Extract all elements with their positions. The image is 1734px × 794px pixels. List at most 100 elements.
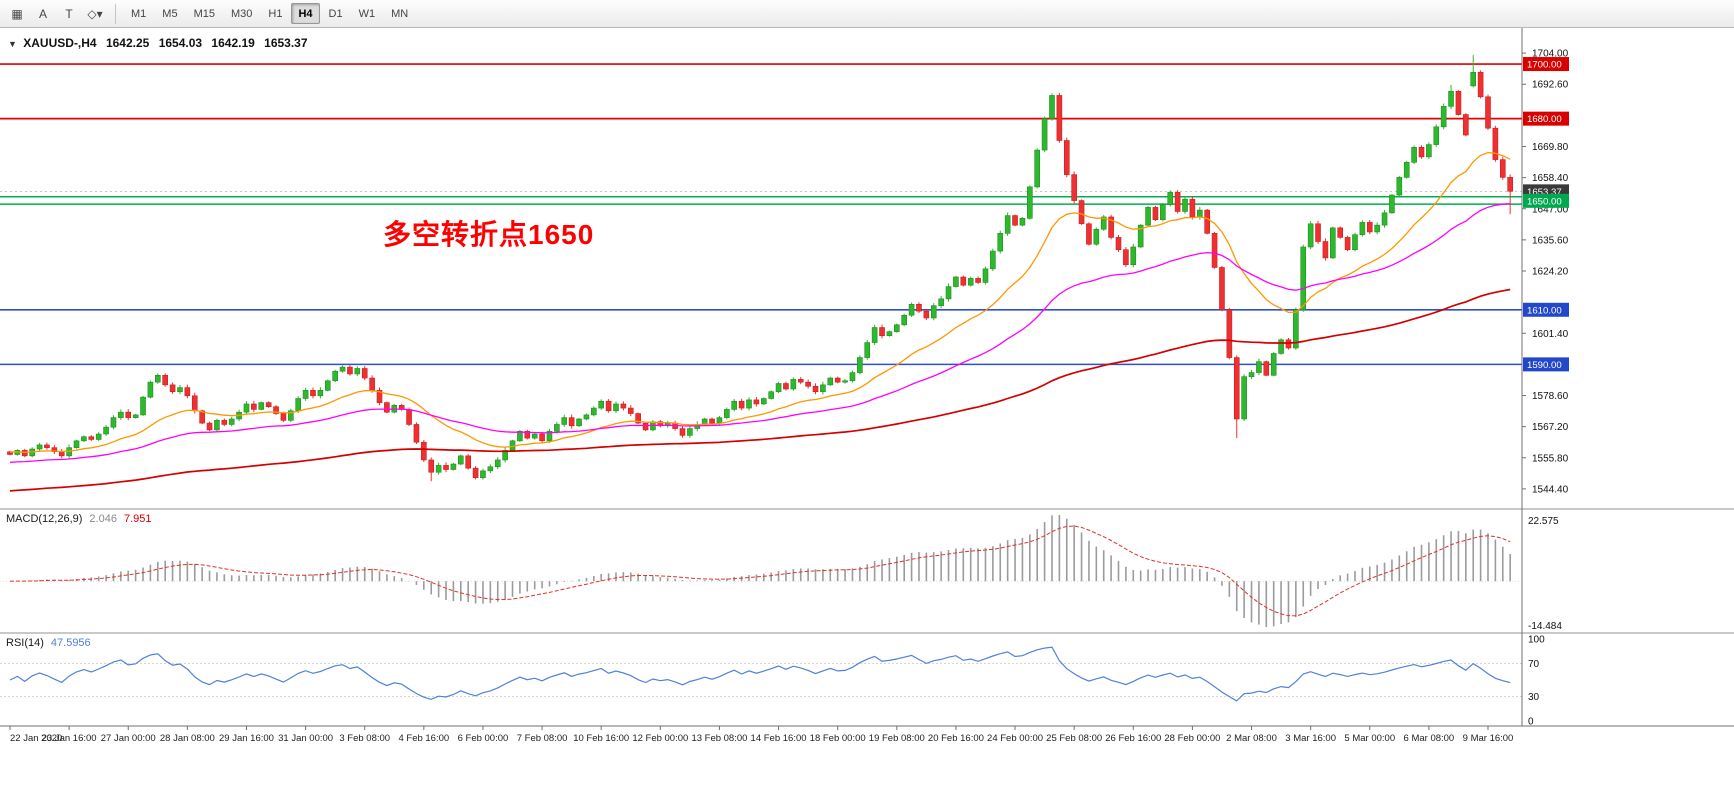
- text-label-icon[interactable]: A: [38, 6, 47, 21]
- macd-name: MACD(12,26,9): [6, 513, 83, 525]
- candle-body: [953, 276, 959, 287]
- price-scale-area[interactable]: [1522, 28, 1734, 726]
- candle-body: [1174, 192, 1181, 212]
- macd-panel-area[interactable]: [0, 510, 1522, 632]
- main-chart-area[interactable]: [0, 28, 1522, 508]
- candle-body: [110, 417, 117, 428]
- timeframe-button-m1[interactable]: M1: [131, 7, 147, 20]
- toolbar-icon-group: ▦ A T ◇▾: [4, 3, 108, 25]
- timeframe-button-m30[interactable]: M30: [230, 7, 253, 20]
- candle-body: [251, 403, 257, 410]
- candle-body: [147, 381, 154, 398]
- candle-body: [760, 398, 767, 405]
- timeframe-button-d1[interactable]: D1: [328, 7, 343, 20]
- candle-body: [472, 467, 479, 478]
- price-level-badge: [1523, 357, 1569, 372]
- candle-body: [243, 403, 250, 413]
- timeframe-button-m5[interactable]: M5: [162, 7, 178, 20]
- candle-body: [1019, 218, 1026, 226]
- timeframe-button-w1[interactable]: W1: [358, 7, 376, 20]
- candle-body: [118, 411, 124, 418]
- candle-body: [125, 411, 132, 418]
- candle-body: [1307, 223, 1314, 248]
- candle-body: [95, 433, 102, 440]
- time-axis-label: 20 Feb 16:00: [928, 733, 984, 744]
- candle-body: [1344, 237, 1351, 251]
- time-axis-area[interactable]: [0, 726, 1734, 746]
- candle-body: [1115, 237, 1122, 251]
- candle-body: [1145, 207, 1151, 226]
- candle-body: [849, 372, 856, 382]
- chart-open-value: 1642.25: [105, 36, 150, 50]
- candle-body: [1108, 216, 1114, 238]
- timeframe-button-m15[interactable]: M15: [193, 7, 215, 20]
- price-tick-label: 1647.00: [1532, 204, 1569, 215]
- price-level-badge: [1523, 193, 1569, 208]
- candle-body: [627, 407, 634, 414]
- candle-body: [1204, 209, 1210, 234]
- candle-body: [1130, 246, 1137, 266]
- time-axis-label: 4 Feb 16:00: [398, 733, 449, 744]
- candle-body: [339, 366, 346, 372]
- candle-body: [820, 384, 826, 392]
- candle-body: [1492, 127, 1499, 160]
- candle-body: [177, 387, 183, 392]
- timeframe-button-h1[interactable]: H1: [268, 7, 283, 20]
- candle-body: [1137, 224, 1144, 248]
- panel-divider[interactable]: [0, 632, 1734, 634]
- time-axis-label: 24 Feb 00:00: [987, 733, 1043, 744]
- candle-body: [554, 424, 560, 432]
- candle-body: [546, 430, 553, 442]
- candle-body: [1389, 194, 1395, 214]
- chart-title: ▼ XAUUSD-,H4 1642.25 1654.03 1642.19 165…: [8, 36, 308, 50]
- timeframe-button-mn[interactable]: MN: [391, 7, 409, 20]
- text-box-icon[interactable]: T: [65, 6, 73, 21]
- rsi-scale-label: 70: [1528, 659, 1540, 670]
- candle-body: [1012, 215, 1018, 226]
- rsi-panel-area[interactable]: [0, 634, 1522, 726]
- price-tick-label: 1567.20: [1532, 422, 1569, 433]
- candle-body: [893, 324, 900, 332]
- candle-body: [1167, 192, 1174, 205]
- candle-body: [997, 233, 1004, 252]
- candle-body: [834, 377, 841, 383]
- candle-body: [81, 436, 87, 442]
- candle-body: [797, 379, 804, 383]
- candle-body: [864, 342, 871, 358]
- candle-body: [36, 444, 43, 450]
- candle-body: [228, 418, 235, 425]
- candle-body: [967, 278, 974, 286]
- candle-body: [1041, 118, 1048, 151]
- candle-body: [620, 403, 627, 409]
- candle-body: [524, 430, 531, 439]
- candle-body: [1270, 353, 1277, 376]
- candle-body: [1396, 177, 1403, 196]
- candle-body: [724, 409, 730, 418]
- candle-body: [738, 400, 745, 409]
- candle-body: [857, 357, 863, 373]
- candle-body: [384, 402, 390, 413]
- price-tick-label: 1601.40: [1532, 329, 1569, 340]
- candle-body: [1189, 198, 1196, 218]
- candle-body: [687, 428, 693, 436]
- candle-body: [1182, 198, 1188, 212]
- candle-body: [1241, 376, 1247, 420]
- candle-body: [155, 375, 161, 383]
- candle-body: [613, 403, 619, 412]
- chart-dropdown-icon[interactable]: ▼: [8, 39, 17, 49]
- price-level-badge-label: 1650.00: [1527, 196, 1562, 207]
- candle-body: [1078, 200, 1085, 225]
- candle-body: [1004, 215, 1011, 234]
- panel-divider[interactable]: [0, 508, 1734, 510]
- candle-body: [731, 400, 738, 410]
- drawing-tools-dropdown-icon[interactable]: ◇▾: [87, 6, 103, 21]
- candle-body: [487, 466, 494, 472]
- elements-grid-icon[interactable]: ▦: [11, 6, 23, 21]
- timeframe-button-h4[interactable]: H4: [291, 3, 320, 24]
- candle-body: [1300, 246, 1307, 311]
- chart-annotation-text[interactable]: 多空转折点1650: [383, 219, 595, 250]
- candle-body: [635, 413, 641, 424]
- candle-body: [1485, 96, 1491, 129]
